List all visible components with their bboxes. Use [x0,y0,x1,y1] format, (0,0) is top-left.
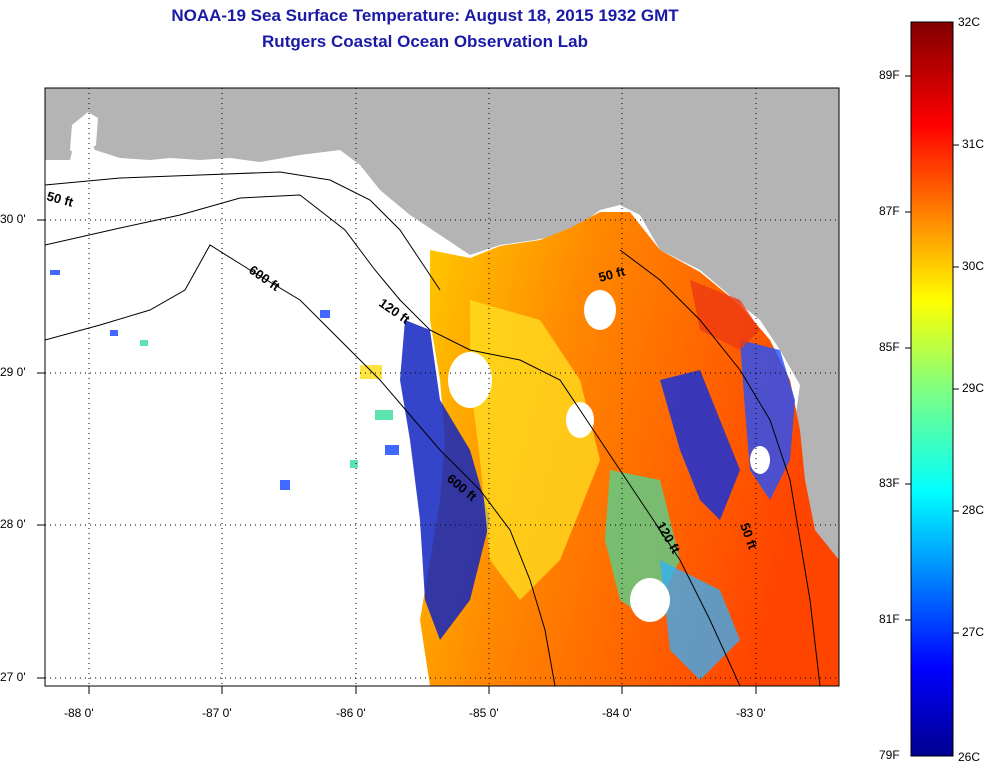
colorbar-label-f: 85F [879,340,900,354]
lon-tick-label: -84 0' [602,706,632,720]
colorbar [910,21,954,757]
cloud-gap [584,290,616,330]
sst-cyan-streak [660,560,740,680]
sst-scatter [50,270,399,490]
colorbar-label-f: 83F [879,476,900,490]
bay [70,112,98,158]
sst-cool-coastal [400,320,490,640]
contour-label: 50 ft [45,188,75,210]
cloud-gap [566,402,594,438]
land-mass [45,88,839,545]
lat-tick-label: 30 0' [0,212,26,226]
lon-tick-label: -88 0' [64,706,94,720]
sst-cool-band [660,370,740,520]
contour-600ft [45,244,556,686]
cloud-gap [750,446,770,474]
lon-tick-label: -87 0' [202,706,232,720]
colorbar-ticks [905,75,959,634]
cloud-gap [630,578,670,622]
colorbar-label-f: 89F [879,68,900,82]
cloud-gap [448,352,492,408]
colorbar-label-c: 27C [962,625,985,639]
sst-mid-band [470,300,600,600]
contour-50ft [45,171,441,291]
lon-tick-label: -86 0' [336,706,366,720]
colorbar-label-c: 26C [958,750,981,764]
sst-hot-nearshore [690,280,760,350]
colorbar-label-c: 31C [962,137,985,151]
map-title: NOAA-19 Sea Surface Temperature: August … [171,6,679,25]
contour-label: 50 ft [597,263,627,285]
colorbar-label-f: 79F [879,748,900,762]
contour-120ft [45,194,741,686]
colorbar-label-c: 30C [962,259,985,273]
lat-tick-label: 29 0' [0,365,26,379]
lat-tick-label: 28 0' [0,517,26,531]
map-subtitle: Rutgers Coastal Ocean Observation Lab [262,32,588,51]
lon-tick-label: -85 0' [469,706,499,720]
lon-tick-label: -83 0' [736,706,766,720]
lat-tick-label: 27 0' [0,670,26,684]
contour-50ft-east [619,249,821,686]
colorbar-label-f: 87F [879,204,900,218]
colorbar-label-c: 32C [958,15,981,29]
colorbar-label-c: 28C [962,503,985,517]
colorbar-label-c: 29C [962,381,985,395]
colorbar-label-f: 81F [879,612,900,626]
axis-ticks [37,219,757,694]
